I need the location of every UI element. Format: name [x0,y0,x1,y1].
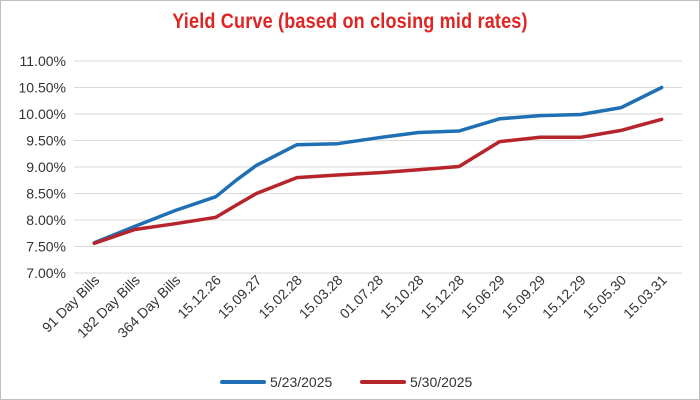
legend: 5/23/2025 5/30/2025 [220,374,472,390]
y-tick-label: 11.00% [20,53,66,69]
x-tick-label: 15.12.28 [417,272,467,322]
y-tick-label: 7.50% [26,239,66,255]
series-lines [92,85,664,246]
y-tick-label: 8.50% [26,186,66,202]
x-tick-label: 15.06.29 [458,272,508,322]
y-tick-label: 9.00% [26,159,66,175]
y-tick-label: 7.00% [26,265,66,281]
legend-label-2: 5/30/2025 [410,374,472,390]
x-tick-label: 15.03.28 [296,272,346,322]
y-tick-label: 8.00% [26,212,66,228]
x-tick-label: 15.09.29 [498,272,548,322]
x-tick-label: 15.10.28 [377,272,427,322]
y-tick-label: 10.00% [19,106,66,122]
y-tick-label: 10.50% [19,80,66,96]
x-tick-label: 15.12.29 [539,272,589,322]
x-tick-label: 15.05.30 [579,272,629,322]
legend-label-1: 5/23/2025 [270,374,332,390]
grid-lines [74,60,682,274]
y-axis-ticks: 11.00% 10.50% 10.00% 9.50% 9.00% 8.50% 8.00% 7.… [19,53,66,281]
x-tick-label: 15.12.26 [174,272,224,322]
y-tick-label: 9.50% [26,133,66,149]
x-tick-label: 15.02.28 [255,272,305,322]
series-line-2 [92,117,664,246]
x-tick-label: 01.07.28 [336,272,386,322]
chart-title: Yield Curve (based on closing mid rates) [172,10,528,33]
series-line-1 [92,85,664,245]
x-tick-label: 15.03.31 [620,272,670,322]
x-tick-label: 15.09.27 [215,272,265,322]
